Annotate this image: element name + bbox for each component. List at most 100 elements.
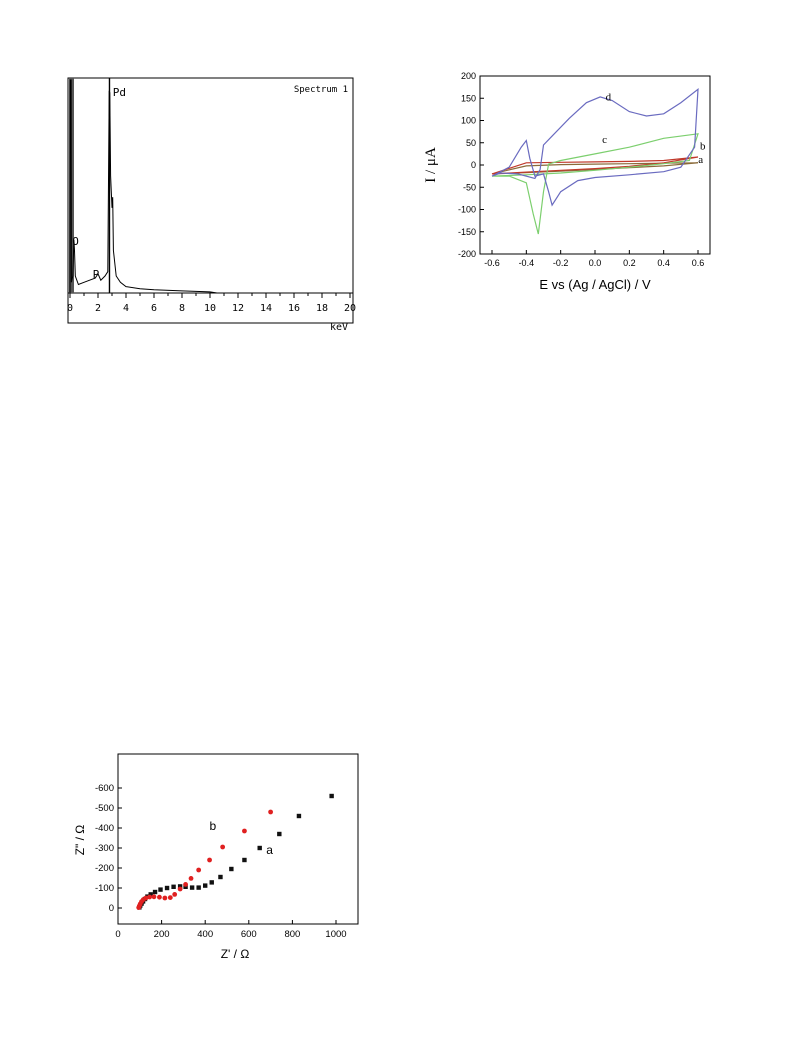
eds-spectrum-trace xyxy=(69,79,218,294)
eis-point-b xyxy=(207,857,212,863)
eds-x-tick-label: 12 xyxy=(232,303,244,314)
eis-point-a xyxy=(329,793,334,799)
eis-point-a xyxy=(158,887,163,892)
eis-point-a xyxy=(218,874,223,880)
cv-y-tick-label: -150 xyxy=(458,227,476,237)
eds-x-tick-label: 4 xyxy=(123,303,129,314)
eis-point-a xyxy=(257,845,262,851)
eis-x-axis-label: Z' / Ω xyxy=(221,947,250,961)
eis-x-tick-label: 400 xyxy=(197,929,213,940)
eds-x-axis-label: keV xyxy=(330,322,348,333)
eds-x-tick-label: 16 xyxy=(288,303,300,314)
eis-point-b xyxy=(242,828,247,834)
cv-curve-label-b: b xyxy=(700,141,706,153)
eds-x-tick-label: 2 xyxy=(95,303,101,314)
eds-x-tick-label: 10 xyxy=(204,303,216,314)
eds-title: Spectrum 1 xyxy=(294,85,348,95)
cv-series xyxy=(491,88,699,235)
eis-point-b xyxy=(157,894,162,900)
eis-point-b xyxy=(220,844,226,850)
cv-curve-label-a: a xyxy=(698,154,703,166)
cv-x-tick-label: 0.4 xyxy=(657,258,670,268)
eds-peak-label: Pd xyxy=(113,86,126,99)
eis-point-b xyxy=(268,809,273,815)
cv-y-tick-label: 100 xyxy=(461,116,476,126)
eds-x-tick-label: 20 xyxy=(344,303,356,314)
cv-x-tick-label: 0.0 xyxy=(589,258,602,268)
cv-y-tick-label: -50 xyxy=(463,182,476,192)
eds-peak-labels: Pd O P xyxy=(72,86,126,281)
eis-y-tick-label: -400 xyxy=(95,823,114,834)
eis-point-a xyxy=(229,866,234,872)
eis-series-label-a: a xyxy=(266,843,273,857)
cv-axes: -0.6 -0.4 -0.2 0.0 0.2 0.4 0.6 200 150 100 50 0 -50 -… xyxy=(458,71,704,268)
cv-y-tick-label: -200 xyxy=(458,249,476,259)
eis-y-tick-label: -300 xyxy=(95,843,114,854)
cv-x-tick-label: -0.6 xyxy=(484,258,500,268)
cv-x-tick-label: 0.6 xyxy=(692,258,705,268)
eis-y-tick-label: -600 xyxy=(95,783,114,794)
cv-x-tick-label: -0.4 xyxy=(519,258,535,268)
cv-y-tick-label: 150 xyxy=(461,93,476,103)
eds-plot-frame xyxy=(67,77,354,324)
eis-x-tick-label: 1000 xyxy=(325,929,346,940)
eis-point-a xyxy=(148,892,153,897)
eis-point-a xyxy=(203,883,208,888)
eis-chart: 0 200 400 600 800 1000 -600 -500 -400 -300 -200 -10… xyxy=(73,753,359,961)
eis-x-tick-label: 0 xyxy=(115,929,120,940)
eds-peak-label: O xyxy=(72,235,79,248)
eis-point-b xyxy=(172,892,178,897)
eis-point-b xyxy=(167,895,173,900)
eds-chart: Spectrum 1 0 2 4 6 8 10 12 14 16 18 20 Pd O P keV xyxy=(67,77,356,333)
eis-series-label-b: b xyxy=(210,819,217,833)
cv-x-tick-label: 0.2 xyxy=(623,258,636,268)
cv-y-tick-label: 50 xyxy=(466,138,476,148)
cv-curve-d xyxy=(491,88,699,207)
eis-point-b xyxy=(147,894,153,900)
eis-y-tick-label: -100 xyxy=(95,883,114,894)
cv-y-tick-label: -100 xyxy=(458,205,476,215)
eds-x-tick-label: 0 xyxy=(67,303,73,314)
eis-x-tick-label: 200 xyxy=(154,929,170,940)
eis-point-b xyxy=(183,882,188,887)
eis-point-a xyxy=(242,857,247,863)
cv-series-labels: ab c d xyxy=(602,92,706,166)
eis-point-a xyxy=(296,813,302,819)
eis-point-b xyxy=(188,876,194,881)
eis-point-a xyxy=(164,885,170,891)
eis-y-tick-label: -500 xyxy=(95,803,114,814)
eis-y-tick-label: 0 xyxy=(109,903,114,914)
eis-series-labels: ab xyxy=(210,819,274,857)
cv-y-tick-label: 200 xyxy=(461,71,476,81)
cv-curve-c xyxy=(491,133,699,235)
cv-chart: -0.6 -0.4 -0.2 0.0 0.2 0.4 0.6 200 150 100 50 0 -50 -… xyxy=(423,71,711,292)
eis-point-a xyxy=(189,885,195,890)
eds-x-tick-label: 8 xyxy=(179,303,185,314)
eds-x-tick-label: 18 xyxy=(316,303,328,314)
eis-x-tick-label: 600 xyxy=(241,929,257,940)
cv-curve-a xyxy=(491,162,699,175)
eis-point-b xyxy=(196,867,202,873)
eds-x-tick-label: 14 xyxy=(260,303,272,314)
eis-point-a xyxy=(277,831,282,837)
cv-curve-label-d: d xyxy=(606,92,612,104)
cv-x-tick-label: -0.2 xyxy=(553,258,569,268)
eds-peak-label: P xyxy=(93,268,100,281)
cv-y-axis-label: I / μA xyxy=(423,147,439,183)
cv-x-axis-label: E vs (Ag / AgCl) / V xyxy=(539,277,651,292)
eis-y-axis-label: Z" / Ω xyxy=(73,825,87,856)
eis-point-a xyxy=(209,880,214,885)
eis-series xyxy=(136,793,334,910)
eis-point-a xyxy=(196,885,201,890)
eds-x-tick-label: 6 xyxy=(151,303,157,314)
cv-curve-label-c: c xyxy=(602,134,607,146)
eis-point-a xyxy=(177,884,183,889)
eis-y-tick-label: -200 xyxy=(95,863,114,874)
eis-point-a xyxy=(152,889,158,895)
eis-point-a xyxy=(171,884,176,889)
cv-curve-b xyxy=(491,156,699,175)
eis-point-b xyxy=(177,886,183,892)
eis-point-b xyxy=(151,894,157,900)
eis-x-tick-label: 800 xyxy=(284,929,300,940)
eis-point-b xyxy=(143,895,149,901)
